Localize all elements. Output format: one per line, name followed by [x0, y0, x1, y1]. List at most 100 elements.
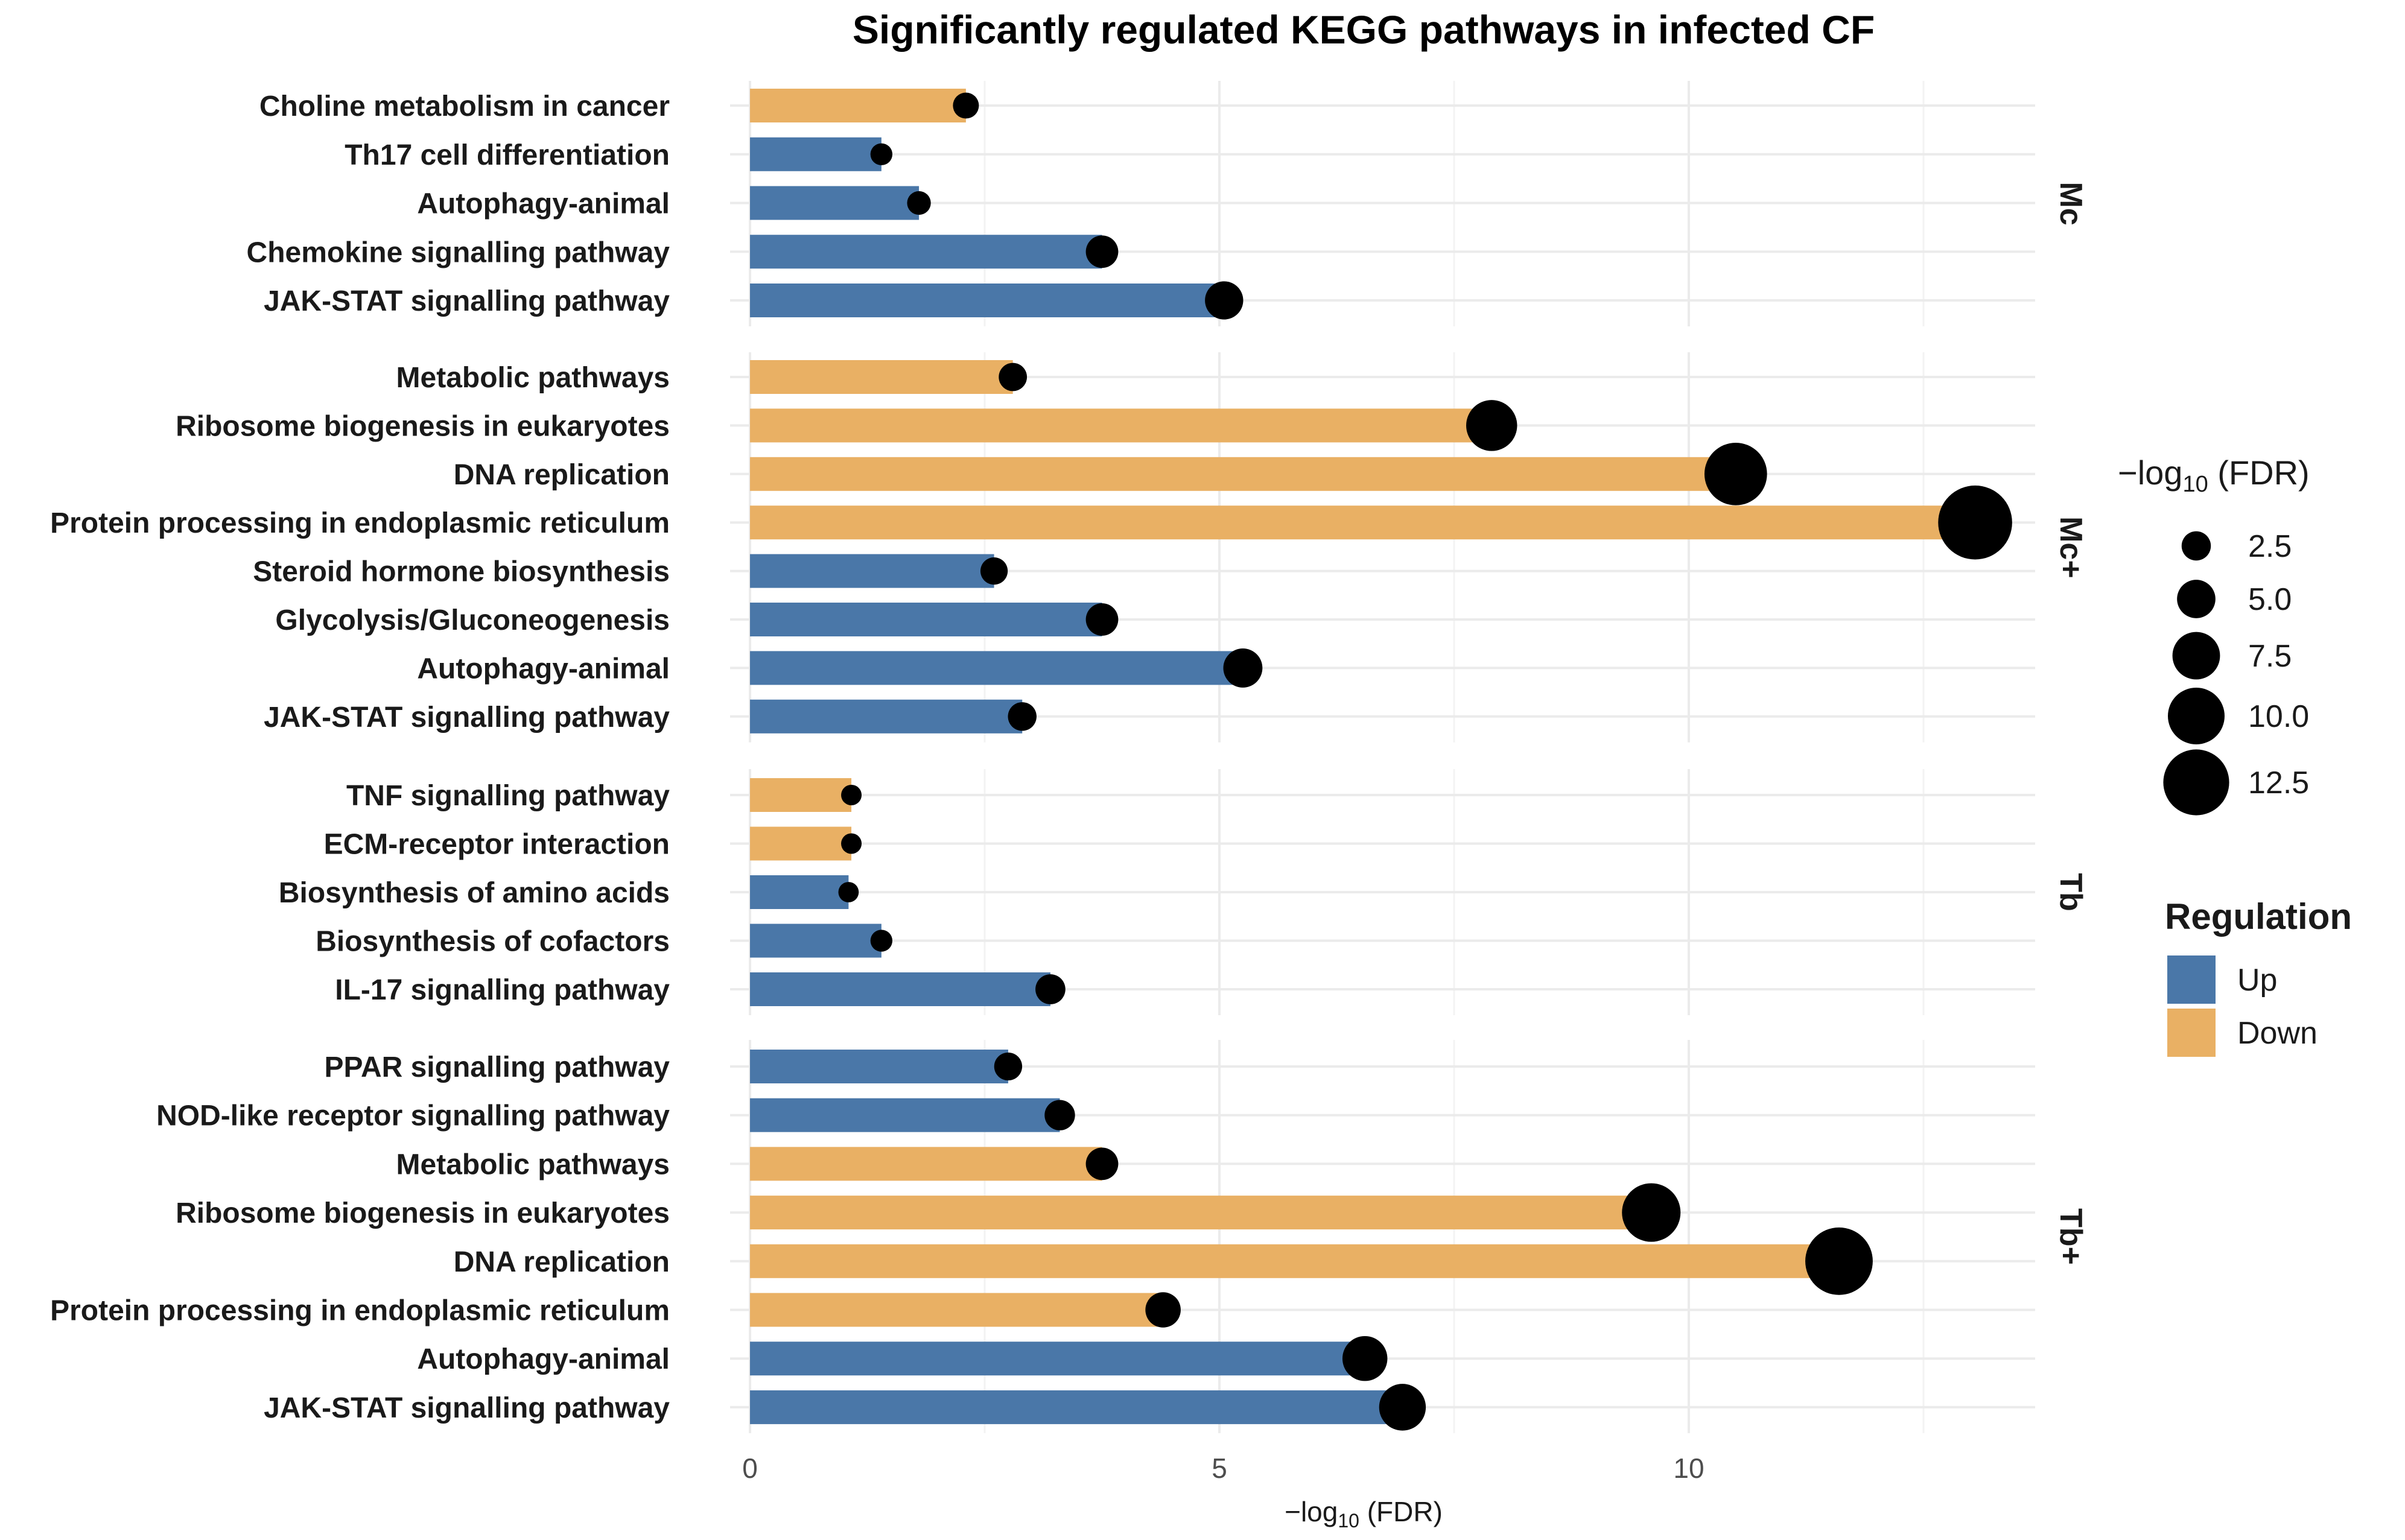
point — [1805, 1227, 1873, 1295]
color-legend-title: Regulation — [2165, 896, 2352, 937]
size-legend-title-rest: (FDR) — [2208, 454, 2310, 492]
size-legend-point — [2181, 531, 2211, 561]
size-legend-title-sub: 10 — [2182, 472, 2208, 497]
legend: −log10 (FDR) 2.5 5.0 7.5 10.0 12.5 Regulation U… — [2118, 454, 2352, 1057]
color-legend-key — [2167, 1009, 2216, 1057]
category-label: PPAR signalling pathway — [324, 1051, 670, 1083]
category-label: Autophagy-animal — [417, 653, 670, 685]
point — [1008, 702, 1037, 731]
size-legend-title: −log10 (FDR) — [2118, 454, 2310, 497]
facet-tb-plus: PPAR signalling pathway NOD-like receptor… — [50, 1040, 2088, 1433]
color-legend-label: Down — [2237, 1016, 2318, 1051]
point — [1466, 400, 1517, 451]
x-tick-label: 10 — [1673, 1453, 1704, 1484]
bar — [750, 875, 849, 909]
facet-strip-label: Mc — [2053, 182, 2088, 225]
bar — [750, 360, 1013, 394]
chart-title: Significantly regulated KEGG pathways in… — [853, 7, 1875, 52]
bar — [750, 778, 852, 812]
category-label: JAK-STAT signalling pathway — [264, 702, 670, 734]
category-label: Glycolysis/Gluconeogenesis — [275, 604, 670, 636]
point — [1085, 603, 1119, 636]
size-legend-label: 10.0 — [2248, 699, 2309, 734]
category-label: Autophagy-animal — [417, 188, 670, 220]
category-label: DNA replication — [454, 459, 670, 491]
point — [1085, 1147, 1119, 1180]
x-axis-label-minus: −log — [1285, 1496, 1338, 1527]
bar — [750, 1098, 1060, 1132]
bar — [750, 1244, 1839, 1278]
point — [907, 191, 931, 215]
x-axis: 0 5 10 — [742, 1453, 1704, 1484]
size-legend-label: 7.5 — [2248, 639, 2292, 674]
bar — [750, 603, 1102, 636]
color-legend-label: Up — [2237, 963, 2277, 998]
point — [1145, 1292, 1181, 1328]
category-label: Biosynthesis of amino acids — [279, 877, 670, 909]
point — [1938, 485, 2012, 560]
point — [1085, 235, 1119, 268]
color-legend-key — [2167, 955, 2216, 1004]
size-legend-point — [2168, 688, 2225, 744]
point — [980, 557, 1008, 585]
bar — [750, 235, 1102, 269]
bar — [750, 284, 1224, 317]
facet-strip-label: Tb+ — [2053, 1208, 2088, 1265]
facet-panels: Choline metabolism in cancer Th17 cell di… — [50, 81, 2088, 1433]
point — [1342, 1336, 1388, 1381]
size-legend-label: 12.5 — [2248, 765, 2309, 800]
point — [1622, 1183, 1681, 1242]
point — [1044, 1100, 1075, 1130]
category-label: Choline metabolism in cancer — [259, 90, 670, 122]
category-label: Autophagy-animal — [417, 1343, 670, 1375]
point — [841, 833, 862, 854]
bar — [750, 1293, 1163, 1327]
point — [999, 363, 1028, 391]
bar — [750, 554, 994, 588]
category-label: Metabolic pathways — [396, 362, 670, 394]
size-legend-point — [2163, 749, 2229, 816]
bar — [750, 137, 882, 171]
point — [1035, 974, 1066, 1004]
size-legend-point — [2172, 632, 2220, 680]
bar — [750, 924, 882, 958]
x-axis-label-rest: (FDR) — [1359, 1496, 1443, 1527]
bar — [750, 186, 920, 220]
category-label: DNA replication — [454, 1246, 670, 1278]
x-axis-label-sub: 10 — [1338, 1510, 1359, 1532]
bar — [750, 457, 1736, 491]
category-label: NOD-like receptor signalling pathway — [156, 1100, 670, 1132]
facet-strip-label: Mc+ — [2053, 516, 2088, 578]
bar — [750, 699, 1023, 734]
size-legend-label: 5.0 — [2248, 582, 2292, 617]
category-label: TNF signalling pathway — [346, 780, 670, 812]
bar — [750, 651, 1243, 685]
category-label: Ribosome biogenesis in eukaryotes — [176, 410, 670, 442]
category-label: IL-17 signalling pathway — [335, 974, 670, 1006]
x-tick-label: 5 — [1212, 1453, 1227, 1484]
point — [841, 785, 862, 805]
point — [1223, 648, 1263, 688]
point — [870, 930, 893, 952]
point — [1704, 442, 1767, 505]
category-label: JAK-STAT signalling pathway — [264, 285, 670, 317]
bar — [750, 408, 1492, 443]
facet-strip-label: Tb — [2053, 873, 2088, 911]
size-legend-label: 2.5 — [2248, 529, 2292, 564]
category-label: Chemokine signalling pathway — [247, 236, 670, 268]
size-legend-title-main: −log — [2118, 454, 2182, 492]
category-label: Steroid hormone biosynthesis — [253, 556, 670, 588]
point — [838, 882, 859, 902]
category-label: Ribosome biogenesis in eukaryotes — [176, 1197, 670, 1229]
bar — [750, 826, 852, 861]
category-label: Metabolic pathways — [396, 1149, 670, 1180]
facet-mc: Choline metabolism in cancer Th17 cell di… — [247, 81, 2088, 326]
category-label: JAK-STAT signalling pathway — [264, 1392, 670, 1424]
bar — [750, 1050, 1008, 1083]
bar — [750, 1196, 1651, 1230]
category-label: Protein processing in endoplasmic reticu… — [50, 507, 670, 539]
bar — [750, 89, 966, 122]
point — [1205, 281, 1244, 320]
facet-mc-plus: Metabolic pathways Ribosome biogenesis in… — [50, 352, 2088, 743]
